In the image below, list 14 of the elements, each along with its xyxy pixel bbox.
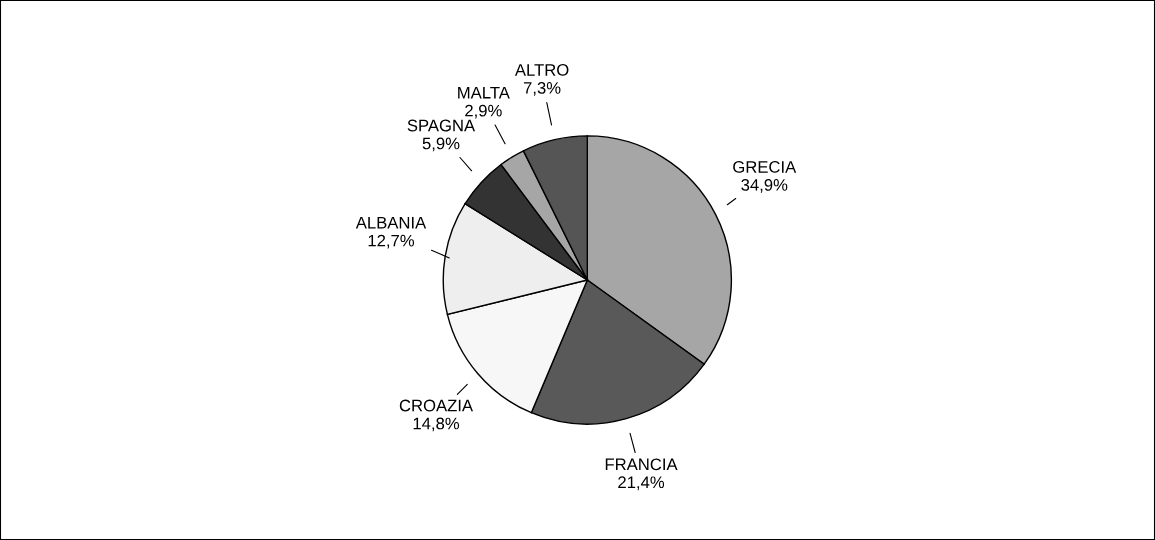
data-label: 14,8% [413, 417, 460, 432]
slice-label: MALTA [458, 86, 510, 99]
data-label: 5,9% [422, 137, 460, 152]
slice-label: ALTRO [514, 64, 569, 76]
data-label: 7,3% [523, 81, 561, 96]
slice-label: GRECIA [733, 161, 797, 173]
slice-label: CROAZIA [399, 399, 474, 412]
data-label: 34,9% [741, 178, 788, 193]
data-label: 21,4% [618, 476, 665, 491]
slice-label: SPAGNA [407, 119, 476, 132]
data-label: 12,7% [368, 234, 415, 249]
slice-label: FRANCIA [605, 458, 678, 471]
data-label: 2,9% [465, 104, 502, 119]
slice-label: ALBANIA [355, 216, 427, 229]
